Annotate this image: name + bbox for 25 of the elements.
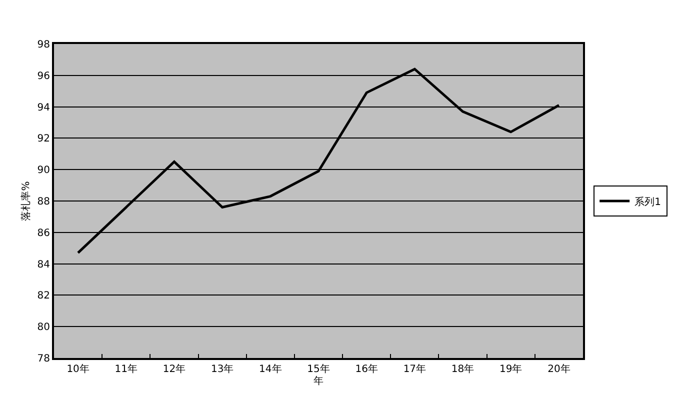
- y-tick-label: 84: [37, 259, 50, 270]
- x-tick-label: 10年: [66, 363, 90, 375]
- x-tick-label: 20年: [548, 363, 570, 375]
- y-tick-label: 86: [37, 228, 50, 239]
- x-tick-label: 14年: [259, 363, 282, 375]
- x-tick-label: 12年: [162, 363, 186, 375]
- x-tick-label: 15年: [307, 363, 330, 375]
- y-axis-title: 落札率%: [20, 181, 32, 221]
- x-tick-label: 16年: [355, 363, 378, 375]
- x-tick-label: 17年: [403, 363, 426, 375]
- y-tick-label: 92: [37, 134, 50, 145]
- y-tick-label: 94: [37, 102, 50, 114]
- y-tick-label: 88: [37, 196, 50, 208]
- legend-label: 系列1: [634, 196, 661, 208]
- x-tick-label: 19年: [499, 363, 522, 375]
- y-tick-label: 98: [37, 40, 50, 50]
- x-tick-label: 11年: [114, 363, 138, 375]
- y-tick-label: 96: [37, 70, 50, 82]
- y-tick-label: 82: [37, 290, 50, 302]
- y-tick-label: 78: [37, 354, 50, 364]
- x-tick-label: 18年: [451, 363, 474, 375]
- x-tick-label: 13年: [210, 363, 234, 375]
- y-tick-label: 80: [37, 322, 50, 334]
- y-tick-label: 90: [37, 165, 50, 176]
- x-axis-title: 年: [314, 375, 324, 387]
